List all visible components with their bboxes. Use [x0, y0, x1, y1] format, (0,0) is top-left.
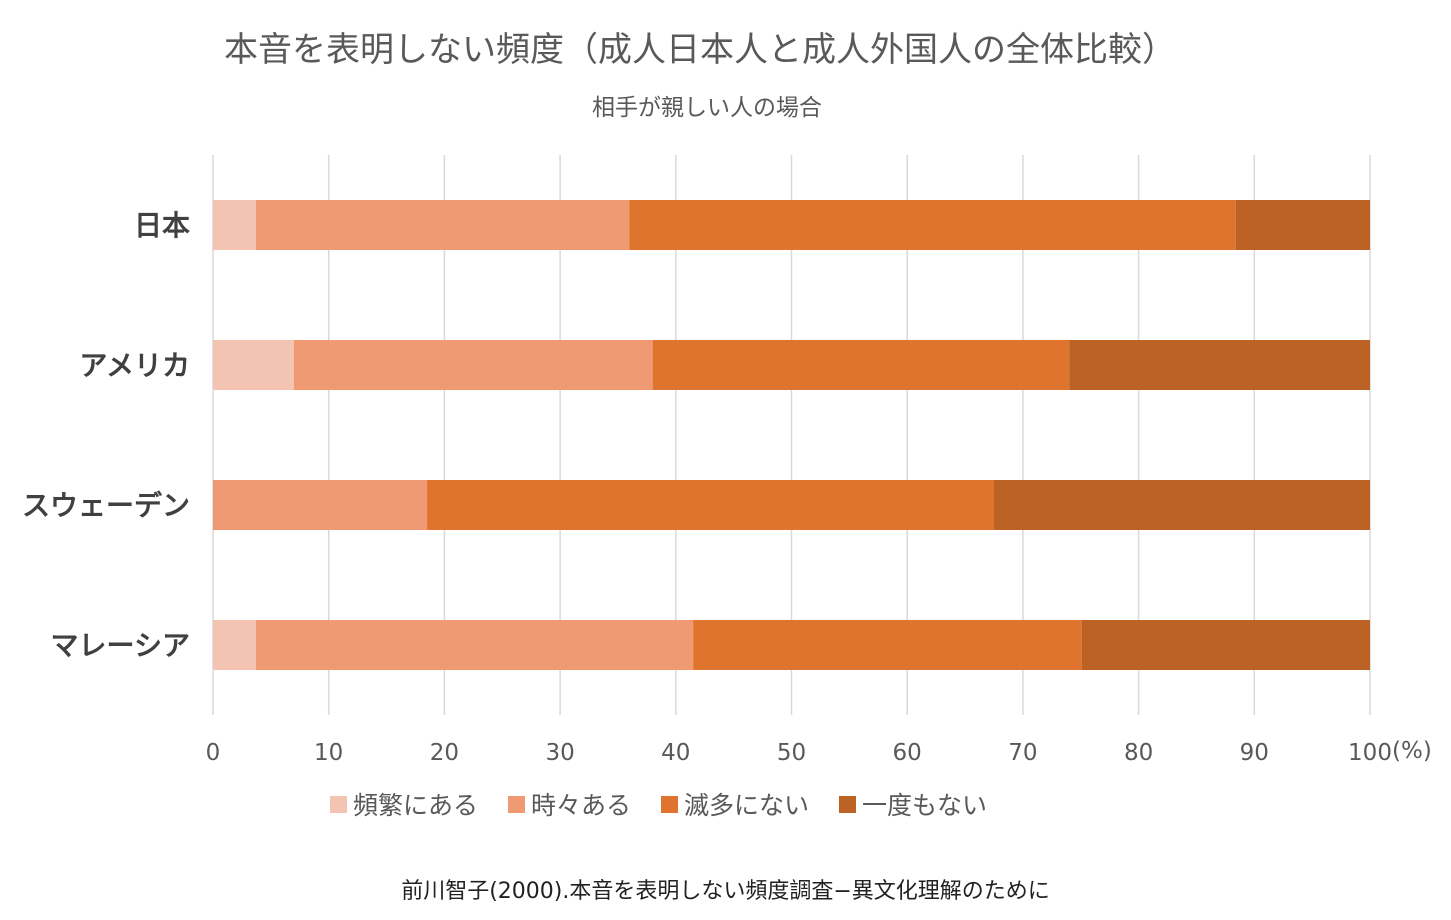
legend-item: 頻繁にある — [330, 786, 478, 822]
bar-segment — [213, 620, 256, 670]
bar-segment — [213, 340, 294, 390]
bar-segment — [1069, 340, 1370, 390]
bar-segment — [213, 200, 256, 250]
legend-swatch — [839, 795, 857, 813]
x-tick-label: 20 — [430, 740, 459, 766]
x-tick-label: 70 — [1008, 740, 1037, 766]
legend-item: 滅多にない — [661, 786, 809, 822]
bar-segment — [1235, 200, 1370, 250]
legend-item: 一度もない — [839, 786, 987, 822]
y-category-label: アメリカ — [79, 349, 190, 382]
legend-label: 滅多にない — [684, 791, 810, 820]
x-unit-label: (%) — [1392, 738, 1432, 764]
y-category-label: マレーシア — [51, 629, 190, 662]
x-tick-label: 60 — [893, 740, 922, 766]
bar-segment — [629, 200, 1236, 250]
y-category-label: スウェーデン — [22, 489, 190, 522]
legend-label: 時々ある — [531, 791, 632, 820]
x-tick-label: 30 — [545, 740, 574, 766]
legend: 頻繁にある 時々ある 滅多にない 一度もない — [330, 786, 1017, 822]
bar-segment — [293, 340, 653, 390]
chart-subtitle: 相手が親しい人の場合 — [592, 95, 822, 121]
x-tick-label: 80 — [1124, 740, 1153, 766]
legend-swatch — [330, 795, 347, 813]
stacked-bar-chart: 0 10 20 30 40 50 60 70 80 90 100 (%) 日本アメリカスウェーデンマレー… — [22, 155, 1432, 766]
legend-swatch — [661, 795, 679, 813]
bar-segment — [652, 340, 1070, 390]
bar-segment — [693, 620, 1082, 670]
legend-swatch — [508, 795, 526, 813]
x-tick-label: 40 — [661, 740, 690, 766]
bar-segment — [255, 200, 630, 250]
legend-label: 一度もない — [862, 791, 988, 820]
bar-segment — [427, 480, 994, 530]
legend-label: 頻繁にある — [353, 791, 479, 820]
bar-segment — [213, 480, 428, 530]
bar-segment — [993, 480, 1370, 530]
x-tick-label: 90 — [1240, 740, 1269, 766]
y-category-label: 日本 — [134, 209, 190, 242]
x-tick-label: 100 — [1348, 740, 1392, 766]
x-tick-label: 50 — [777, 740, 806, 766]
bar-segment — [1081, 620, 1370, 670]
source-citation: 前川智子(2000).本音を表明しない頻度調査−異文化理解のために — [401, 879, 1050, 904]
bar-segment — [255, 620, 694, 670]
x-tick-label: 0 — [206, 740, 221, 766]
x-tick-label: 10 — [314, 740, 343, 766]
legend-item: 時々ある — [508, 786, 631, 822]
chart-title: 本音を表明しない頻度（成人日本人と成人外国人の全体比較） — [224, 30, 1176, 70]
